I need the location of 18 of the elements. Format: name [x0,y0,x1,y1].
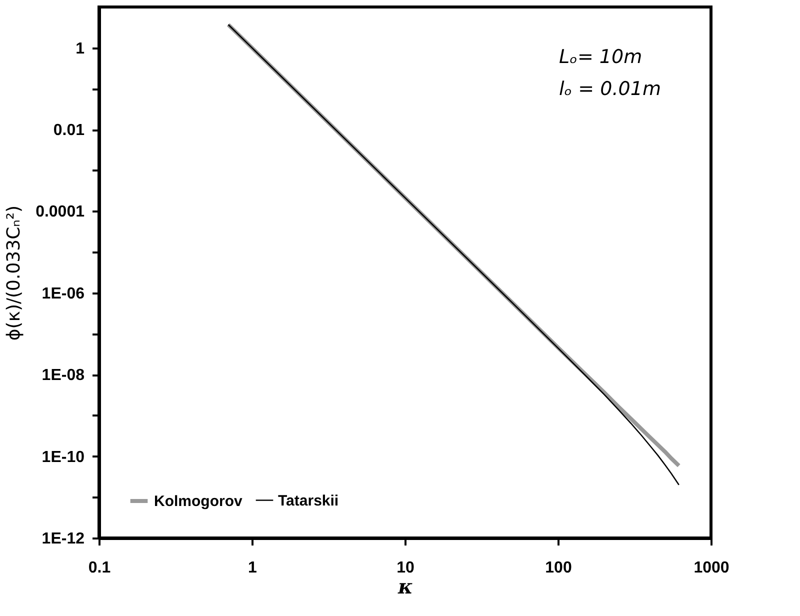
annotation: Lₒ= 10m [559,46,642,68]
x-tick-label: 10 [396,560,414,576]
x-tick-label: 1 [248,560,258,576]
x-axis-title: κ [397,574,413,598]
annotation: lₒ = 0.01m [559,78,661,100]
y-tick-label: 1E-10 [42,448,85,466]
x-tick-label: 0.1 [88,560,111,576]
x-tick-label: 1000 [694,560,730,576]
y-tick-label: 1 [76,40,85,58]
y-tick-label: 0.01 [53,122,85,140]
legend-label: Kolmogorov [154,493,243,510]
y-tick-label: 1E-08 [42,367,85,384]
y-tick-label: 1E-12 [42,530,85,548]
y-axis-title: ϕ(κ)/(0.033Cₙ²) [4,205,25,341]
y-tick-label: 1E-06 [42,285,85,302]
legend-label: Tatarskii [278,492,339,510]
y-tick-label: 0.0001 [36,204,85,221]
x-tick-label: 100 [545,560,572,576]
